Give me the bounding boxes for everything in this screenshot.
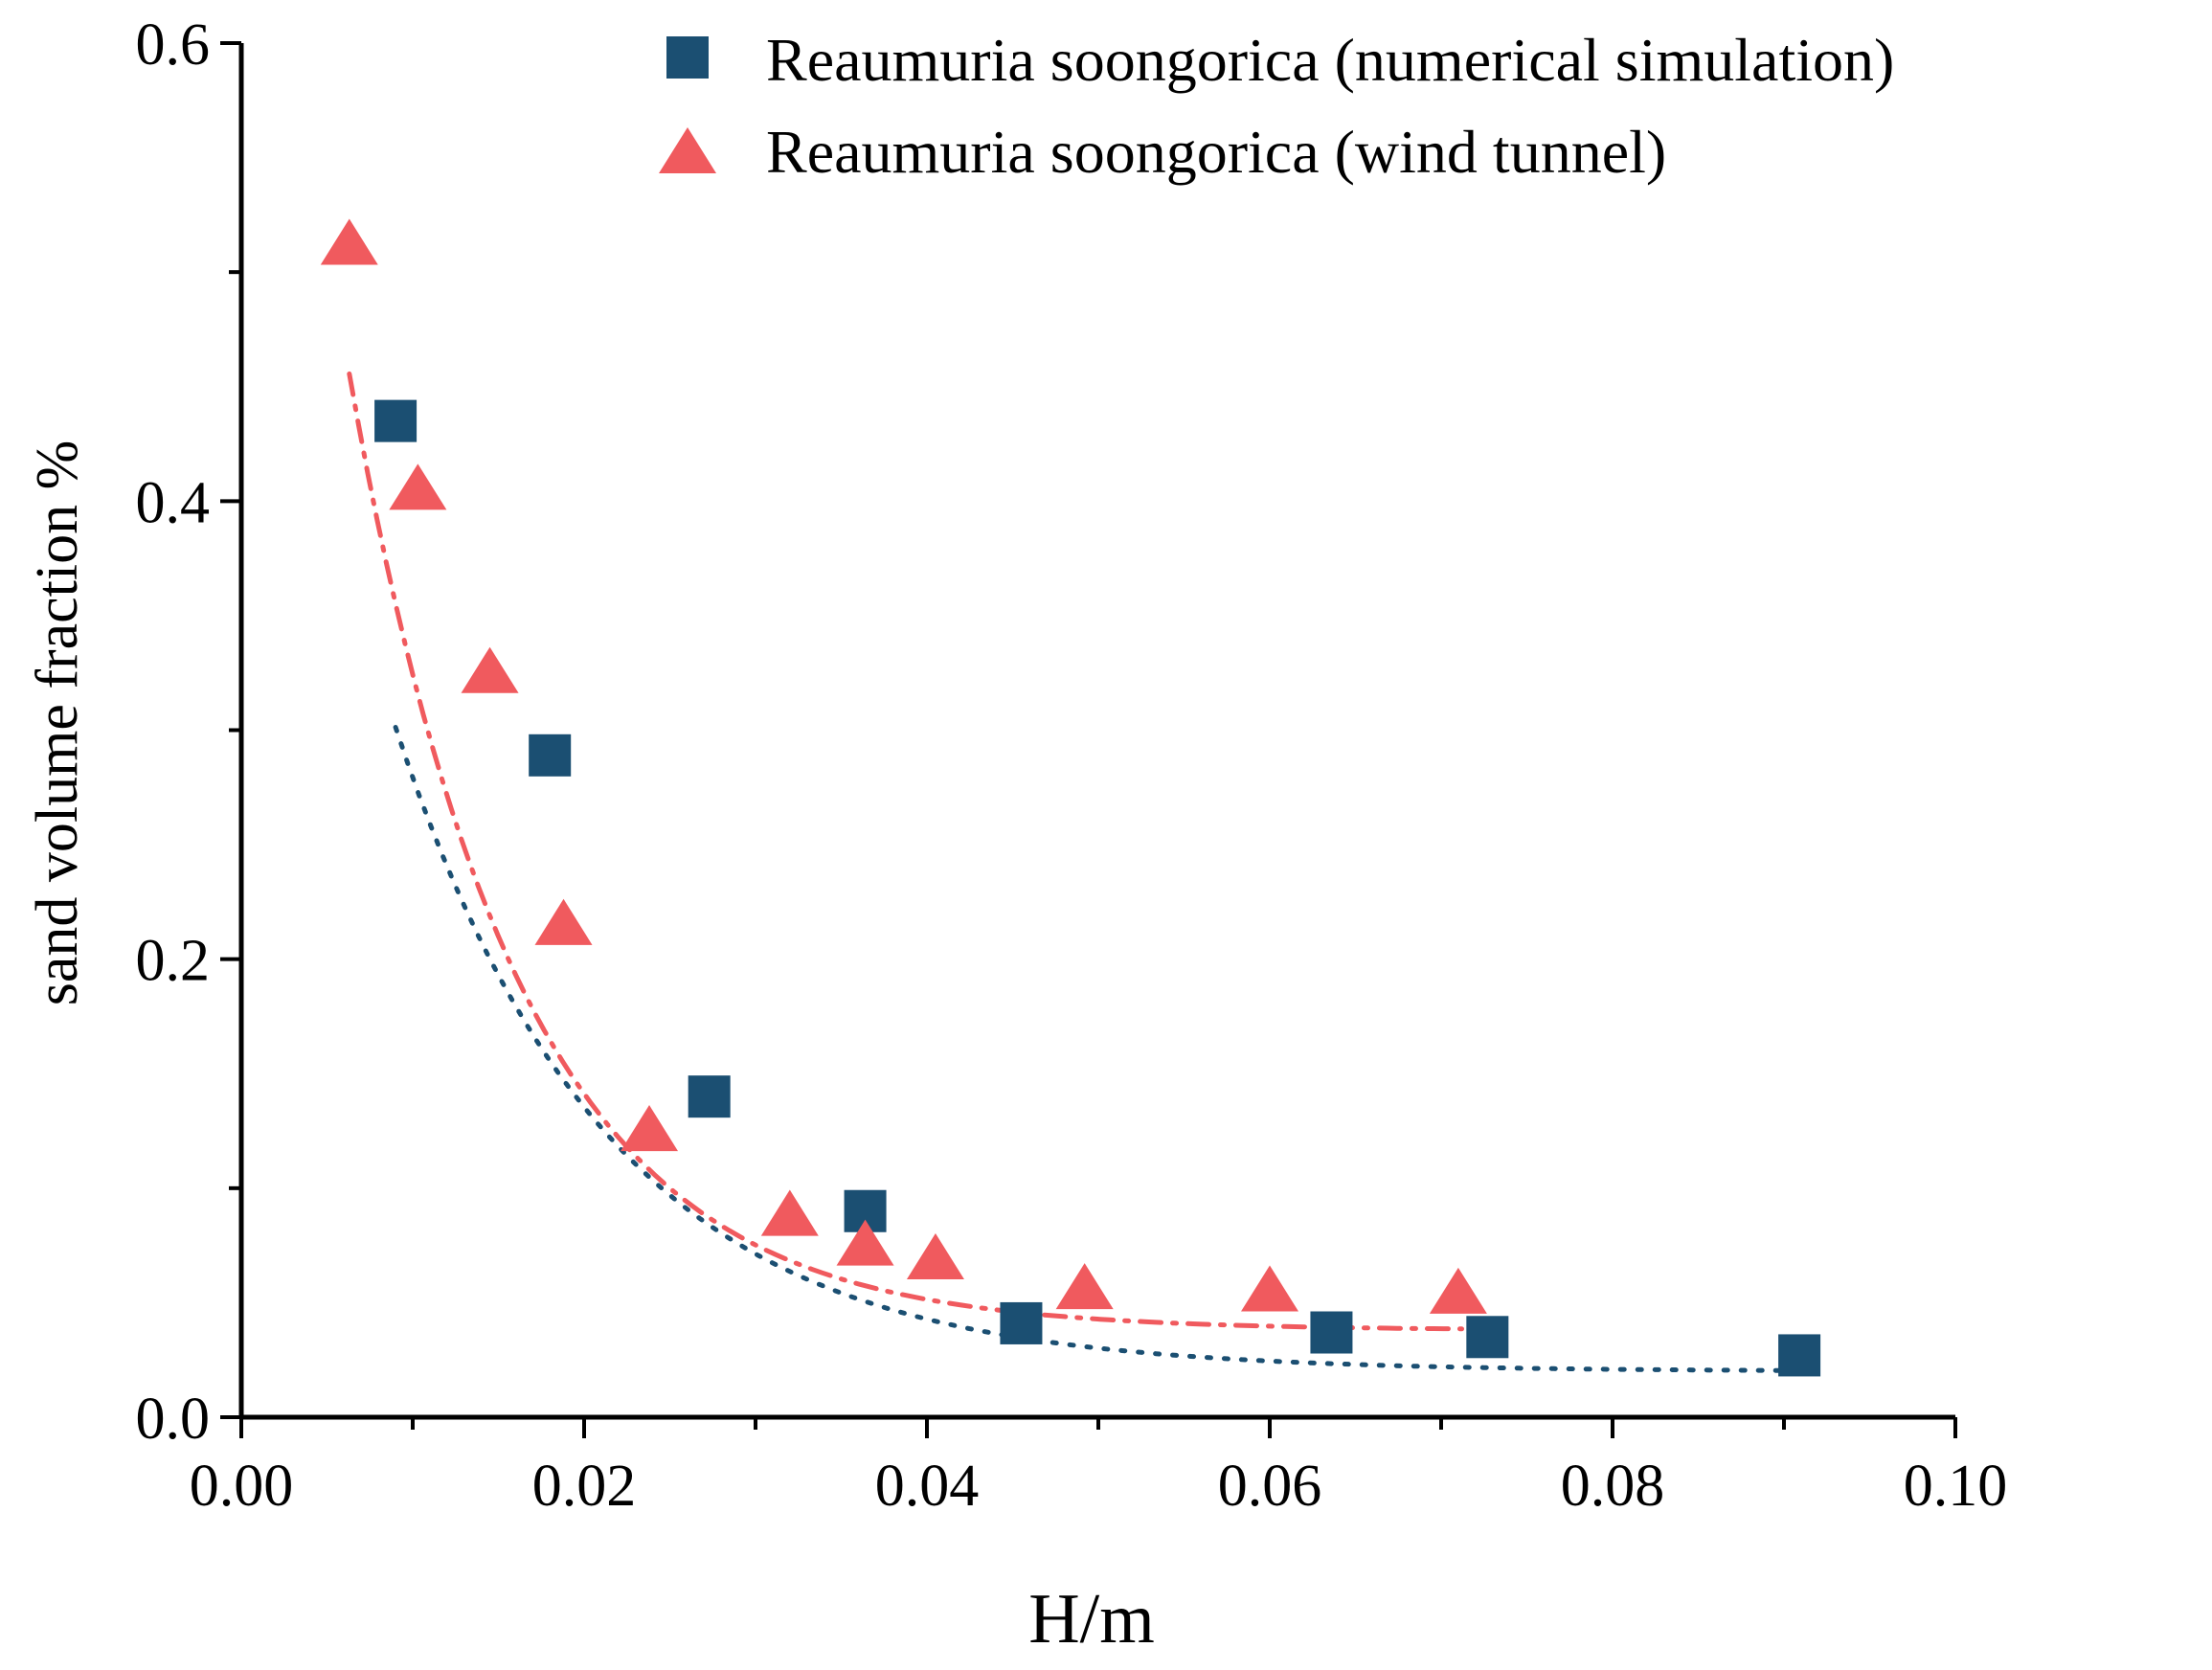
x-axis-label: H/m (1028, 1580, 1155, 1659)
data-point-series-0 (688, 1075, 731, 1118)
x-tick-label: 0.02 (532, 1454, 637, 1519)
data-point-series-0 (1778, 1334, 1821, 1377)
data-point-series-1 (906, 1232, 964, 1280)
data-point-series-1 (534, 898, 593, 945)
fit-curve-series-1 (347, 371, 1464, 1332)
legend-label-series-0: Reaumuria soongorica (numerical simulati… (766, 26, 1894, 94)
x-tick-label: 0.08 (1561, 1454, 1665, 1519)
y-tick-label: 0.2 (136, 929, 211, 994)
data-marks (320, 218, 1821, 1377)
x-tick-label: 0.10 (1904, 1454, 2008, 1519)
x-tick-label: 0.00 (190, 1454, 294, 1519)
data-point-series-0 (374, 399, 418, 442)
data-point-series-1 (389, 463, 447, 510)
data-point-series-1 (1429, 1267, 1487, 1314)
data-point-series-1 (1055, 1263, 1114, 1310)
fit-curves (347, 371, 1802, 1373)
data-point-series-0 (1310, 1311, 1353, 1354)
data-point-series-0 (529, 733, 572, 777)
x-tick-label: 0.06 (1218, 1454, 1322, 1519)
y-tick-label: 0.0 (136, 1387, 211, 1452)
legend-marker-series-1 (659, 127, 716, 174)
data-point-series-1 (760, 1189, 819, 1236)
data-point-series-1 (621, 1105, 679, 1152)
legend-label-series-1: Reaumuria soongorica (wind tunnel) (766, 118, 1666, 186)
data-point-series-1 (836, 1219, 894, 1266)
data-point-series-1 (1241, 1265, 1298, 1312)
axes: 0.00 0.02 0.04 0.06 0.08 0.10 0.0 0.2 0.4 0.6 (136, 12, 2008, 1519)
data-point-series-0 (1000, 1301, 1043, 1344)
fit-curve-series-0 (393, 725, 1802, 1373)
data-point-series-1 (320, 218, 378, 265)
y-tick-label: 0.6 (136, 12, 211, 78)
y-axis-label: sand volume fraction % (25, 440, 90, 1006)
legend-marker-series-0 (666, 36, 709, 79)
y-tick-label: 0.4 (136, 470, 211, 535)
data-point-series-0 (1466, 1316, 1509, 1359)
x-tick-label: 0.04 (875, 1454, 980, 1519)
data-point-series-1 (461, 646, 519, 693)
legend: Reaumuria soongorica (numerical simulati… (659, 26, 1894, 186)
